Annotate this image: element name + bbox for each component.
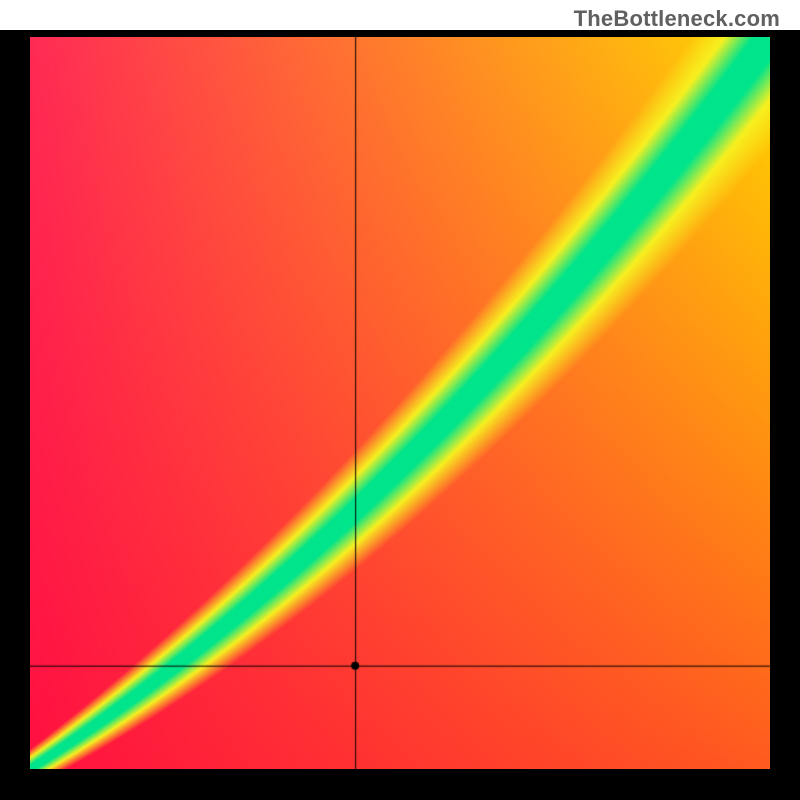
plot-border-left (0, 30, 30, 800)
bottleneck-heatmap (30, 37, 770, 769)
chart-frame: TheBottleneck.com (0, 0, 800, 800)
plot-border-bottom (0, 769, 800, 800)
watermark-text: TheBottleneck.com (574, 6, 780, 32)
plot-border-right (770, 30, 800, 800)
